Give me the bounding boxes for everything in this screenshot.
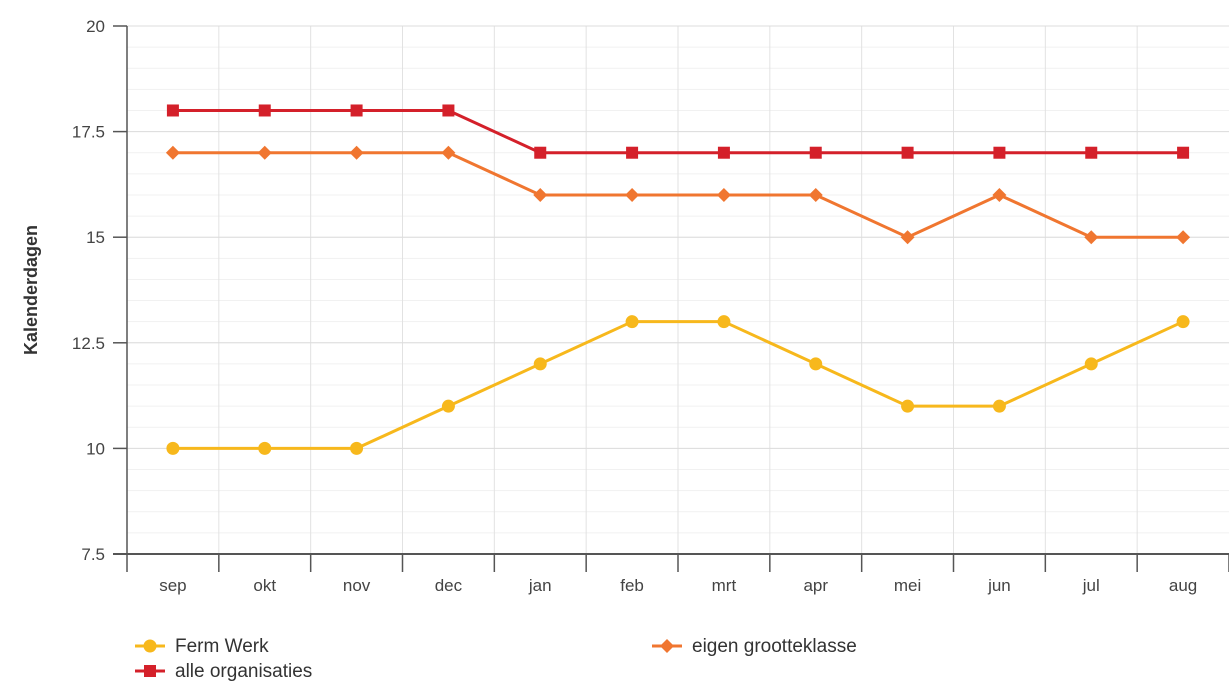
data-point bbox=[258, 104, 271, 117]
data-point bbox=[625, 187, 640, 202]
data-point bbox=[441, 145, 456, 160]
data-point bbox=[625, 315, 639, 329]
x-tick-label: aug bbox=[1169, 576, 1197, 595]
y-axis-title: Kalenderdagen bbox=[21, 225, 41, 355]
x-tick-label: okt bbox=[253, 576, 276, 595]
data-point bbox=[442, 104, 455, 117]
data-point bbox=[166, 441, 180, 455]
x-tick-label: apr bbox=[803, 576, 828, 595]
x-tick-label: sep bbox=[159, 576, 186, 595]
y-tick-label: 10 bbox=[86, 439, 105, 458]
data-point bbox=[533, 357, 547, 371]
data-point bbox=[441, 399, 455, 413]
data-point bbox=[166, 104, 179, 117]
data-point bbox=[901, 399, 915, 413]
legend-marker bbox=[143, 639, 157, 653]
data-point bbox=[1084, 357, 1098, 371]
data-point bbox=[717, 315, 731, 329]
x-tick-label: jan bbox=[528, 576, 552, 595]
series-alle-organisaties bbox=[166, 104, 1190, 159]
data-point bbox=[626, 146, 639, 159]
series bbox=[165, 104, 1191, 455]
data-point bbox=[901, 146, 914, 159]
legend: Ferm Werk eigen grootteklasse alle organis… bbox=[135, 636, 857, 682]
data-point bbox=[1085, 146, 1098, 159]
x-tick-label: mrt bbox=[712, 576, 737, 595]
legend-item: alle organisaties bbox=[135, 661, 312, 682]
series-line bbox=[172, 108, 1184, 155]
legend-item: eigen grootteklasse bbox=[652, 636, 857, 657]
data-point bbox=[534, 146, 547, 159]
data-point bbox=[350, 441, 364, 455]
y-tick-label: 7.5 bbox=[81, 545, 105, 564]
data-point bbox=[809, 146, 822, 159]
data-point bbox=[809, 357, 823, 371]
data-point bbox=[1176, 315, 1190, 329]
data-point bbox=[716, 187, 731, 202]
y-tick-label: 12.5 bbox=[72, 334, 105, 353]
legend-label: eigen grootteklasse bbox=[692, 636, 857, 657]
y-tick-label: 20 bbox=[86, 17, 105, 36]
series-line bbox=[172, 320, 1184, 450]
y-tick-label: 17.5 bbox=[72, 123, 105, 142]
data-point bbox=[717, 146, 730, 159]
x-tick-label: mei bbox=[894, 576, 921, 595]
x-tick-label: feb bbox=[620, 576, 644, 595]
axes: 7.5 10 12.5 15 17.5 20 sep okt nov dec jan feb mrt ap… bbox=[72, 17, 1229, 595]
legend-marker bbox=[660, 639, 674, 653]
data-point bbox=[900, 230, 915, 245]
data-point bbox=[257, 145, 272, 160]
x-tick-label: nov bbox=[343, 576, 371, 595]
legend-label: alle organisaties bbox=[175, 661, 312, 682]
data-point bbox=[350, 104, 363, 117]
data-point bbox=[1177, 146, 1190, 159]
data-point bbox=[992, 187, 1007, 202]
x-tick-label: dec bbox=[435, 576, 463, 595]
y-tick-label: 15 bbox=[86, 228, 105, 247]
data-point bbox=[533, 187, 548, 202]
data-point bbox=[808, 187, 823, 202]
data-point bbox=[1084, 230, 1099, 245]
data-point bbox=[993, 146, 1006, 159]
legend-item: Ferm Werk bbox=[135, 636, 269, 657]
x-tick-label: jun bbox=[987, 576, 1011, 595]
x-tick-label: jul bbox=[1082, 576, 1100, 595]
data-point bbox=[992, 399, 1006, 413]
legend-label: Ferm Werk bbox=[175, 636, 269, 657]
series-eigen-grootteklasse bbox=[165, 145, 1191, 245]
series-ferm-werk bbox=[166, 315, 1190, 455]
data-point bbox=[258, 441, 272, 455]
legend-marker bbox=[144, 665, 156, 677]
data-point bbox=[1176, 230, 1191, 245]
grid bbox=[127, 25, 1229, 554]
data-point bbox=[349, 145, 364, 160]
series-line bbox=[172, 151, 1184, 239]
data-point bbox=[165, 145, 180, 160]
